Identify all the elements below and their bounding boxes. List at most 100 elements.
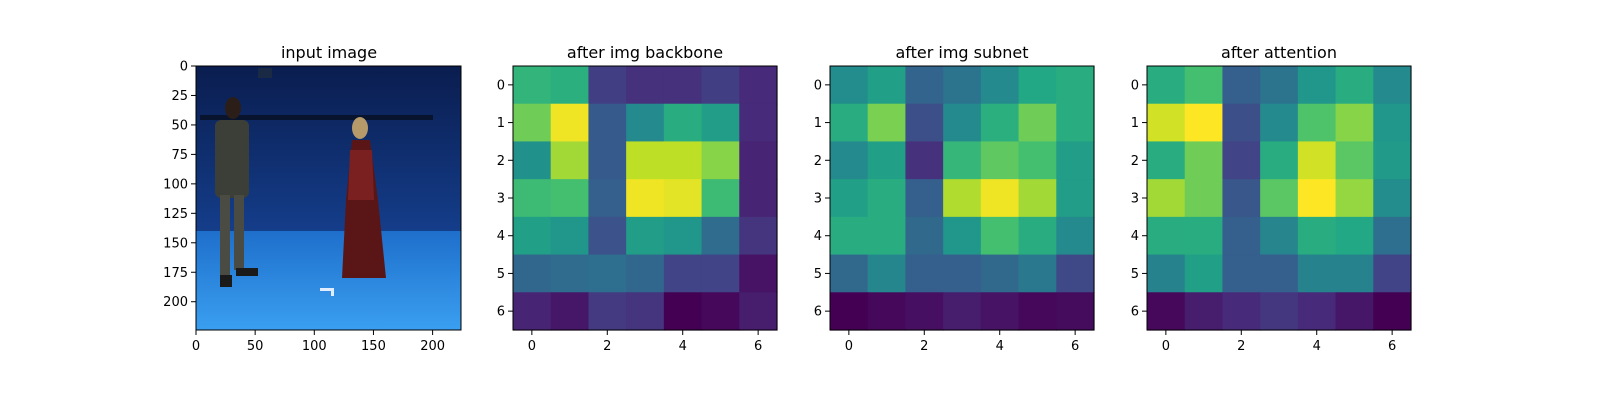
heatmap-cell (663, 66, 703, 105)
heatmap-cell (1222, 216, 1261, 256)
heatmap-cell (1222, 292, 1261, 331)
y-tick-label: 50 (171, 118, 188, 133)
heatmap-cell (1018, 66, 1057, 105)
heatmap-cell (663, 103, 703, 143)
heatmap-cell (588, 216, 627, 256)
heatmap-cell (867, 103, 907, 143)
heatmap-cell (905, 66, 944, 105)
x-tick-label: 0 (845, 339, 853, 354)
heatmap-cell (1260, 103, 1299, 143)
y-tick-label: 1 (1131, 116, 1139, 131)
y-tick-label: 3 (814, 192, 822, 207)
heatmap-cell (1147, 292, 1186, 331)
heatmap-cell (1018, 292, 1057, 331)
x-tick-label: 6 (754, 339, 762, 354)
heatmap-cell (830, 141, 869, 180)
x-tick-label: 6 (1071, 339, 1079, 354)
heatmap-cell (626, 216, 665, 256)
heatmap-cell (980, 254, 1020, 293)
heatmap-cell (701, 103, 740, 143)
heatmap-cell (867, 292, 907, 331)
heatmap-cell (943, 216, 982, 256)
y-tick-label: 175 (163, 266, 188, 281)
y-tick-label: 1 (814, 116, 822, 131)
heatmap-cell (550, 141, 590, 180)
heatmap-cell (626, 66, 665, 105)
heatmap-cell (1184, 179, 1224, 218)
heatmap-cell (867, 66, 907, 105)
x-tick-label: 2 (1237, 339, 1245, 354)
y-tick-label: 4 (497, 229, 505, 244)
heatmap-cell (1373, 216, 1412, 256)
heatmap-cell (588, 254, 627, 293)
heatmap-cell (1335, 216, 1374, 256)
y-tick-label: 5 (497, 267, 505, 282)
heatmap-cell (905, 141, 944, 180)
heatmap-cell (588, 292, 627, 331)
heatmap-cell (867, 179, 907, 218)
heatmap-cell (980, 103, 1020, 143)
y-tick-label: 2 (814, 154, 822, 169)
heatmap-cell (1373, 179, 1412, 218)
heatmap-cell (550, 103, 590, 143)
heatmap-cell (830, 254, 869, 293)
heatmap-cell (1260, 216, 1299, 256)
y-tick-label: 4 (814, 229, 822, 244)
x-tick-label: 2 (920, 339, 928, 354)
heatmap-cell (739, 254, 778, 293)
x-tick-label: 200 (420, 339, 445, 354)
heatmap-cell (550, 66, 590, 105)
panel-title: after img backbone (567, 43, 723, 62)
heatmap-cell (513, 141, 552, 180)
y-tick-label: 2 (497, 154, 505, 169)
heatmap-cell (1056, 141, 1095, 180)
photo-rig-light (258, 68, 272, 78)
y-tick-label: 0 (1131, 78, 1139, 93)
heatmap-cell (1373, 254, 1412, 293)
y-tick-label: 0 (180, 60, 188, 75)
heatmap-cell (513, 254, 552, 293)
heatmap-cell (867, 141, 907, 180)
heatmap-cell (1222, 103, 1261, 143)
x-tick-label: 0 (1162, 339, 1170, 354)
heatmap-cell (1147, 66, 1186, 105)
heatmap-cell (1297, 179, 1337, 218)
heatmap-cell (626, 292, 665, 331)
heatmap-cell (739, 141, 778, 180)
person-right (342, 117, 386, 278)
heatmap-cell (905, 292, 944, 331)
heatmap-cell (830, 66, 869, 105)
y-tick-label: 200 (163, 295, 188, 310)
heatmap-cell (588, 179, 627, 218)
heatmap-cell (588, 141, 627, 180)
heatmap-cell (905, 254, 944, 293)
heatmap-cell (626, 141, 665, 180)
heatmap-cell (1260, 292, 1299, 331)
heatmap-cell (626, 254, 665, 293)
heatmap-cell (1297, 103, 1337, 143)
x-tick-label: 150 (361, 339, 386, 354)
panel-title: input image (281, 43, 377, 62)
heatmap-cell (626, 103, 665, 143)
y-tick-label: 5 (1131, 267, 1139, 282)
heatmap-cell (905, 216, 944, 256)
heatmap-cell (701, 292, 740, 331)
heatmap-cell (1260, 141, 1299, 180)
heatmap-cell (626, 179, 665, 218)
heatmap-cell (943, 141, 982, 180)
heatmap-cell (830, 103, 869, 143)
heatmap-cell (1184, 141, 1224, 180)
heatmap-cell (980, 179, 1020, 218)
heatmap-cell (1335, 66, 1374, 105)
heatmap-cell (739, 179, 778, 218)
heatmap-cell (701, 216, 740, 256)
heatmap-cell (1018, 216, 1057, 256)
y-tick-label: 25 (171, 89, 188, 104)
heatmap-cell (1018, 179, 1057, 218)
y-tick-label: 6 (1131, 305, 1139, 320)
heatmap-cell (980, 141, 1020, 180)
heatmap-cell (513, 216, 552, 256)
heatmap-cell (905, 103, 944, 143)
heatmap-cell (701, 66, 740, 105)
heatmap-cell (1222, 141, 1261, 180)
